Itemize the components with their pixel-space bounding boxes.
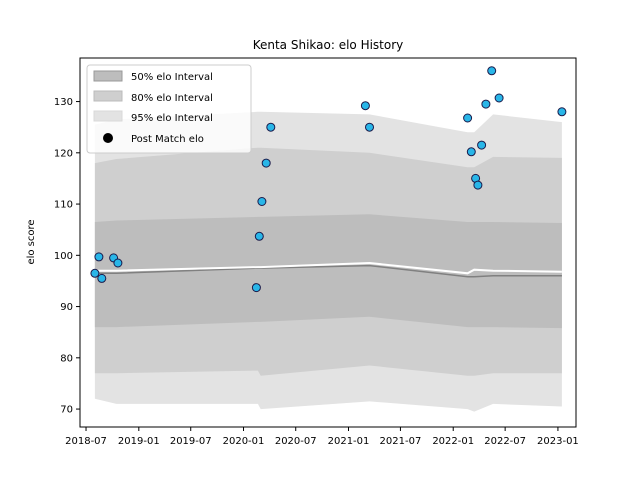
data-point-21	[557, 107, 567, 117]
x-tick-label: 2022-07	[484, 436, 526, 447]
legend-label-95: 95% elo Interval	[131, 113, 213, 124]
x-tick-label: 2020-07	[275, 436, 317, 447]
y-tick-label: 120	[54, 148, 73, 159]
x-tick-label: 2019-07	[170, 436, 212, 447]
plot-area	[90, 66, 567, 412]
y-tick-label: 100	[54, 251, 73, 262]
post-match-points	[90, 66, 567, 293]
y-tick-label: 70	[60, 405, 73, 416]
mean-elo-line	[94, 261, 562, 275]
data-point-19	[487, 66, 497, 76]
data-point-14	[466, 147, 476, 157]
data-point-10	[266, 122, 276, 132]
legend-label-50: 50% elo Interval	[131, 72, 213, 83]
x-tick-label: 2019-01	[118, 436, 160, 447]
data-point-12	[365, 122, 374, 132]
x-axis: 2018-07 2019-01 2019-07 2020-01 2020-07 2021-…	[65, 427, 579, 447]
legend-swatch-50	[93, 70, 123, 82]
x-tick-label: 2023-01	[537, 436, 579, 447]
data-point-16	[473, 180, 483, 190]
data-point-1	[90, 268, 100, 278]
x-tick-label: 2021-01	[328, 436, 370, 447]
legend-swatch-80	[93, 90, 123, 102]
data-point-13	[463, 113, 473, 123]
data-point-6	[251, 283, 261, 293]
data-point-9	[261, 158, 271, 168]
chart-title: Kenta Shikao: elo History	[253, 38, 404, 52]
y-tick-label: 110	[54, 200, 73, 211]
y-tick-label: 90	[60, 302, 73, 313]
y-tick-label: 80	[60, 353, 73, 364]
data-point-2	[94, 252, 104, 262]
x-tick-label: 2020-01	[223, 436, 265, 447]
legend-label-points: Post Match elo	[131, 134, 204, 145]
median-elo-line	[94, 264, 562, 278]
axes-frame	[79, 57, 577, 428]
x-tick-label: 2018-07	[65, 436, 107, 447]
data-point-20	[494, 93, 504, 103]
y-axis: 70 80 90 100 110 120 130	[54, 97, 80, 416]
data-point-8	[257, 197, 267, 206]
x-tick-label: 2022-01	[432, 436, 474, 447]
data-point-5	[113, 258, 123, 268]
data-point-11	[360, 101, 370, 111]
legend: 50% elo Interval 80% elo Interval 95% el…	[86, 64, 252, 154]
x-tick-label: 2021-07	[380, 436, 422, 447]
data-point-18	[481, 99, 491, 109]
legend-label-80: 80% elo Interval	[131, 93, 213, 104]
band-50-interval	[94, 214, 562, 329]
legend-marker-points	[103, 133, 113, 143]
data-point-17	[477, 140, 487, 150]
y-axis-label: elo score	[26, 219, 37, 264]
data-point-3	[97, 273, 107, 283]
data-point-7	[254, 231, 264, 241]
legend-box	[86, 64, 252, 154]
y-tick-label: 130	[54, 97, 73, 108]
legend-swatch-95	[93, 110, 123, 122]
